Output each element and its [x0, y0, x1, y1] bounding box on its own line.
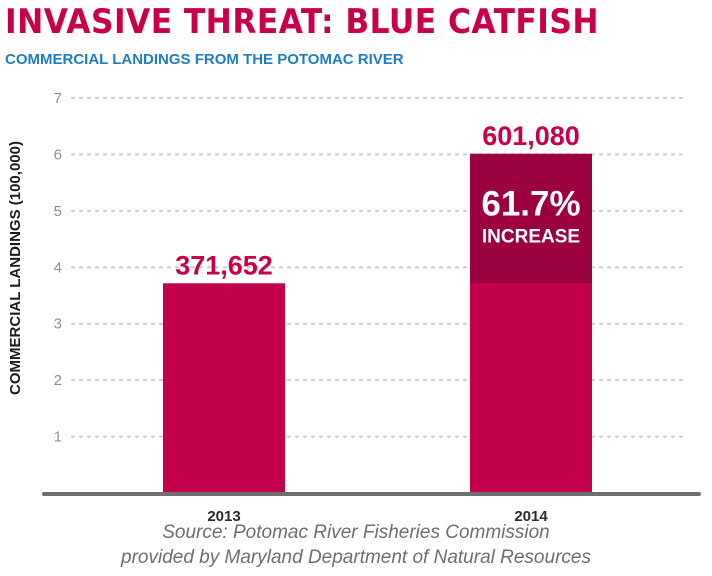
increase-label: INCREASE — [482, 227, 580, 248]
y-axis-ticks: 1 2 3 4 5 6 7 — [54, 90, 62, 446]
y-tick-6: 6 — [54, 146, 62, 163]
chart-subtitle: COMMERCIAL LANDINGS FROM THE POTOMAC RIV… — [5, 51, 404, 68]
bar-2013 — [163, 283, 285, 493]
y-tick-5: 5 — [54, 203, 62, 220]
x-tick-2013: 2013 — [207, 508, 240, 525]
source-line-1: Source: Potomac River Fisheries Commissi… — [162, 522, 550, 543]
data-label-2014: 601,080 — [482, 121, 580, 151]
x-axis-ticks: 2013 2014 — [207, 508, 548, 525]
y-tick-7: 7 — [54, 90, 62, 107]
increase-percent: 61.7% — [481, 185, 580, 224]
data-labels: 371,652 601,080 61.7% INCREASE — [175, 121, 580, 280]
increase-segment — [470, 153, 592, 284]
source-line-2: provided by Maryland Department of Natur… — [121, 547, 591, 568]
chart-title: INVASIVE THREAT: BLUE CATFISH — [5, 2, 599, 42]
y-tick-4: 4 — [54, 259, 62, 276]
y-tick-1: 1 — [54, 429, 62, 446]
x-tick-2014: 2014 — [514, 508, 548, 525]
y-tick-2: 2 — [54, 372, 62, 389]
bars — [163, 153, 592, 493]
y-tick-3: 3 — [54, 316, 62, 333]
data-label-2013: 371,652 — [175, 250, 273, 280]
